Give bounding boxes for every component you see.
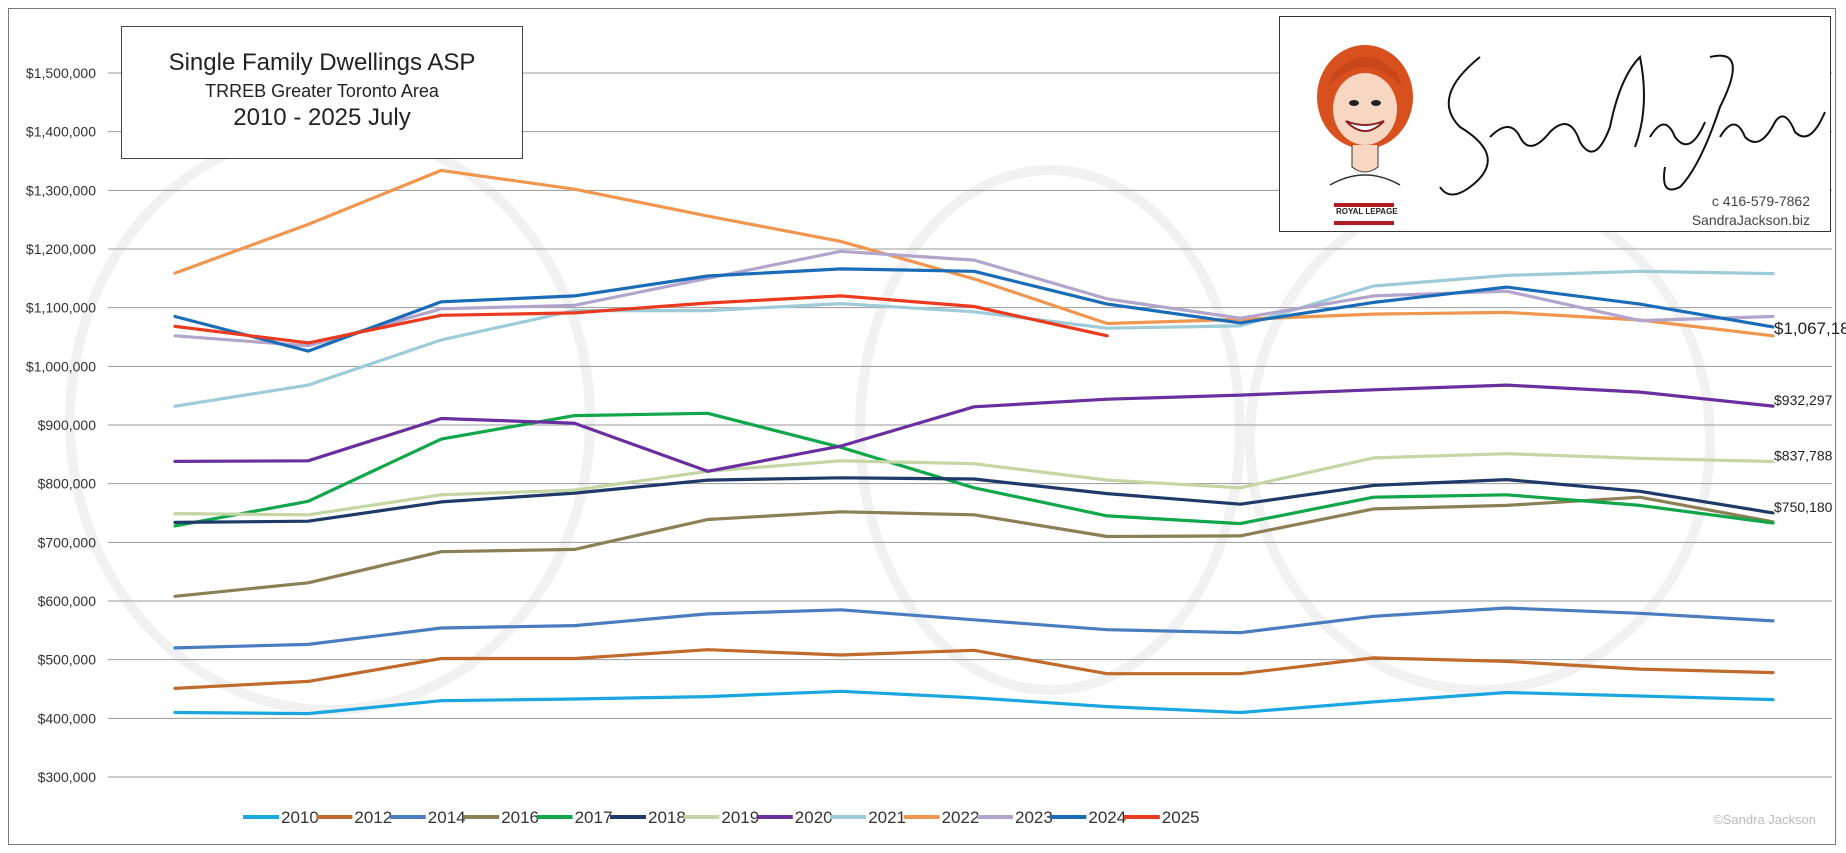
legend-label-2019: 2019 — [721, 808, 759, 827]
legend: 2010 2012 2014 2016 2017 2018 2019 2020 2021 2022… — [243, 808, 1200, 827]
y-tick-label: $1,000,000 — [26, 358, 96, 374]
series-line-2025 — [173, 294, 1109, 345]
end-label-2020: $932,297 — [1774, 392, 1833, 408]
legend-label-2012: 2012 — [354, 808, 392, 827]
y-tick-label: $500,000 — [38, 652, 97, 668]
legend-label-2024: 2024 — [1088, 808, 1126, 827]
agent-phone: c 416-579-7862 — [1711, 193, 1810, 209]
legend-label-2017: 2017 — [575, 808, 613, 827]
legend-label-2021: 2021 — [868, 808, 906, 827]
y-tick-label: $1,400,000 — [26, 124, 96, 140]
series-line-2016 — [173, 495, 1775, 598]
end-label-2018: $750,180 — [1774, 499, 1833, 515]
y-tick-label: $300,000 — [38, 769, 97, 785]
chart-title-box: Single Family Dwellings ASP TRREB Greate… — [121, 26, 523, 159]
agent-portrait — [1317, 45, 1826, 225]
chart-frame — [8, 8, 1836, 845]
agent-website: SandraJackson.biz — [1691, 212, 1810, 228]
chart-title: Single Family Dwellings ASP — [168, 49, 476, 76]
end-labels: $1,067,186 $932,297 $837,788 $750,180 — [1774, 319, 1846, 515]
copyright-notice: ©Sandra Jackson — [1713, 812, 1816, 827]
y-tick-label: $1,300,000 — [26, 182, 96, 198]
legend-label-2025: 2025 — [1162, 808, 1200, 827]
series-line-2018 — [173, 476, 1775, 525]
series-line-2010 — [173, 689, 1775, 716]
series-line-2024 — [173, 267, 1775, 353]
y-axis: $300,000 $400,000 $500,000 $600,000 $700,000… — [26, 65, 96, 785]
legend-label-2010: 2010 — [281, 808, 319, 827]
agent-logo-box: ROYAL LEPAGE c 416-579-7862 SandraJackso… — [1279, 16, 1831, 232]
series-line-2017 — [173, 411, 1775, 528]
series-line-2022 — [173, 168, 1775, 338]
legend-label-2014: 2014 — [428, 808, 466, 827]
legend-label-2022: 2022 — [942, 808, 980, 827]
legend-label-2020: 2020 — [795, 808, 833, 827]
y-tick-label: $800,000 — [38, 476, 97, 492]
y-tick-label: $900,000 — [38, 417, 97, 433]
end-label-2019: $837,788 — [1774, 447, 1833, 463]
y-tick-label: $700,000 — [38, 534, 97, 550]
brand-name: ROYAL LEPAGE — [1336, 207, 1398, 216]
end-label-2024: $1,067,186 — [1774, 319, 1846, 338]
series-line-2021 — [173, 269, 1775, 408]
legend-label-2016: 2016 — [501, 808, 539, 827]
chart-period: 2010 - 2025 July — [233, 104, 411, 131]
y-tick-label: $1,200,000 — [26, 241, 96, 257]
series-line-2012 — [173, 648, 1775, 691]
series-line-2014 — [173, 606, 1775, 650]
y-tick-label: $1,500,000 — [26, 65, 96, 81]
legend-label-2018: 2018 — [648, 808, 686, 827]
chart-subtitle: TRREB Greater Toronto Area — [205, 81, 439, 101]
series-line-2020 — [173, 383, 1775, 473]
series-group — [173, 168, 1775, 716]
y-tick-label: $400,000 — [38, 710, 97, 726]
legend-label-2023: 2023 — [1015, 808, 1053, 827]
y-tick-label: $1,100,000 — [26, 300, 96, 316]
series-line-2019 — [173, 452, 1775, 517]
series-line-2023 — [173, 249, 1775, 348]
y-tick-label: $600,000 — [38, 593, 97, 609]
